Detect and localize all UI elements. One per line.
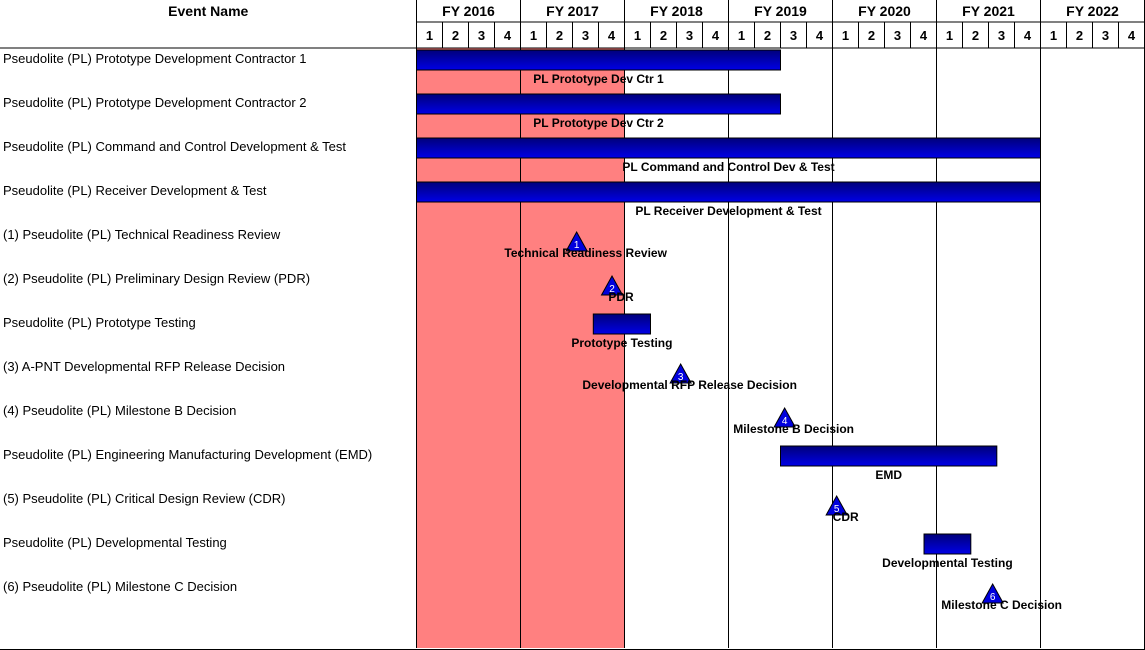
- quarter-label: 4: [816, 28, 824, 43]
- event-name-label: (6) Pseudolite (PL) Milestone C Decision: [3, 579, 237, 594]
- quarter-label: 1: [946, 28, 953, 43]
- gantt-bar: [780, 445, 998, 467]
- milestone-number: 4: [782, 416, 788, 427]
- bar-label: PL Command and Control Dev & Test: [622, 160, 834, 174]
- gantt-bar: [416, 137, 1041, 159]
- milestone-marker: [565, 230, 589, 252]
- quarter-label: 3: [790, 28, 797, 43]
- gantt-bar: [416, 93, 781, 115]
- quarter-label: 1: [426, 28, 433, 43]
- quarter-label: 2: [1076, 28, 1083, 43]
- quarter-label: 2: [556, 28, 563, 43]
- gantt-bar: [592, 313, 651, 335]
- gantt-bar: [416, 181, 1041, 203]
- event-name-label: Pseudolite (PL) Prototype Testing: [3, 315, 196, 330]
- event-name-label: (4) Pseudolite (PL) Milestone B Decision: [3, 403, 236, 418]
- quarter-label: 4: [1024, 28, 1032, 43]
- bar-label: PL Receiver Development & Test: [635, 204, 821, 218]
- event-name-header: Event Name: [168, 3, 248, 19]
- event-name-label: Pseudolite (PL) Engineering Manufacturin…: [3, 447, 372, 462]
- quarter-label: 1: [738, 28, 745, 43]
- event-name-label: (3) A-PNT Developmental RFP Release Deci…: [3, 359, 285, 374]
- fiscal-year-label: FY 2017: [546, 3, 599, 19]
- fiscal-year-label: FY 2019: [754, 3, 807, 19]
- milestone-label: Milestone C Decision: [941, 598, 1062, 612]
- milestone-label: Milestone B Decision: [733, 422, 854, 436]
- quarter-label: 1: [530, 28, 537, 43]
- milestone-number: 1: [574, 240, 580, 251]
- milestone-marker: [600, 274, 624, 296]
- event-name-label: Pseudolite (PL) Command and Control Deve…: [3, 139, 346, 154]
- milestone-number: 5: [834, 504, 840, 515]
- event-name-label: (5) Pseudolite (PL) Critical Design Revi…: [3, 491, 285, 506]
- bar-label: Developmental Testing: [882, 556, 1012, 570]
- quarter-label: 3: [998, 28, 1005, 43]
- milestone-marker: [773, 406, 797, 428]
- quarter-label: 4: [920, 28, 928, 43]
- gantt-bar: [416, 49, 781, 71]
- quarter-label: 2: [868, 28, 875, 43]
- quarter-label: 4: [712, 28, 720, 43]
- quarter-label: 1: [842, 28, 849, 43]
- bar-label: Prototype Testing: [571, 336, 672, 350]
- quarter-label: 3: [582, 28, 589, 43]
- milestone-label: PDR: [608, 290, 634, 304]
- quarter-label: 3: [478, 28, 485, 43]
- milestone-marker: [825, 494, 849, 516]
- bar-label: PL Prototype Dev Ctr 2: [533, 116, 664, 130]
- quarter-label: 3: [894, 28, 901, 43]
- milestone-label: Technical Readiness Review: [504, 246, 667, 260]
- event-name-label: (2) Pseudolite (PL) Preliminary Design R…: [3, 271, 310, 286]
- event-name-label: Pseudolite (PL) Prototype Development Co…: [3, 51, 307, 66]
- milestone-label: Developmental RFP Release Decision: [582, 378, 797, 392]
- event-name-label: (1) Pseudolite (PL) Technical Readiness …: [3, 227, 281, 242]
- fiscal-year-label: FY 2022: [1066, 3, 1119, 19]
- quarter-label: 4: [1128, 28, 1136, 43]
- event-name-label: Pseudolite (PL) Developmental Testing: [3, 535, 227, 550]
- quarter-label: 4: [504, 28, 512, 43]
- fiscal-year-label: FY 2016: [442, 3, 495, 19]
- fiscal-year-label: FY 2020: [858, 3, 911, 19]
- quarter-label: 1: [1050, 28, 1057, 43]
- milestone-marker: [669, 362, 693, 384]
- milestone-label: CDR: [833, 510, 859, 524]
- fiscal-year-label: FY 2018: [650, 3, 703, 19]
- quarter-label: 3: [686, 28, 693, 43]
- bar-label: EMD: [875, 468, 902, 482]
- quarter-label: 2: [660, 28, 667, 43]
- gantt-bar: [923, 533, 972, 555]
- event-name-label: Pseudolite (PL) Receiver Development & T…: [3, 183, 267, 198]
- quarter-label: 2: [972, 28, 979, 43]
- quarter-label: 4: [608, 28, 616, 43]
- milestone-number: 3: [678, 372, 684, 383]
- bar-label: PL Prototype Dev Ctr 1: [533, 72, 664, 86]
- quarter-label: 3: [1102, 28, 1109, 43]
- milestone-number: 2: [609, 284, 615, 295]
- quarter-label: 2: [764, 28, 771, 43]
- milestone-number: 6: [990, 592, 996, 603]
- quarter-label: 1: [634, 28, 641, 43]
- quarter-label: 2: [452, 28, 459, 43]
- event-name-label: Pseudolite (PL) Prototype Development Co…: [3, 95, 307, 110]
- milestone-marker: [981, 582, 1005, 604]
- fiscal-year-label: FY 2021: [962, 3, 1015, 19]
